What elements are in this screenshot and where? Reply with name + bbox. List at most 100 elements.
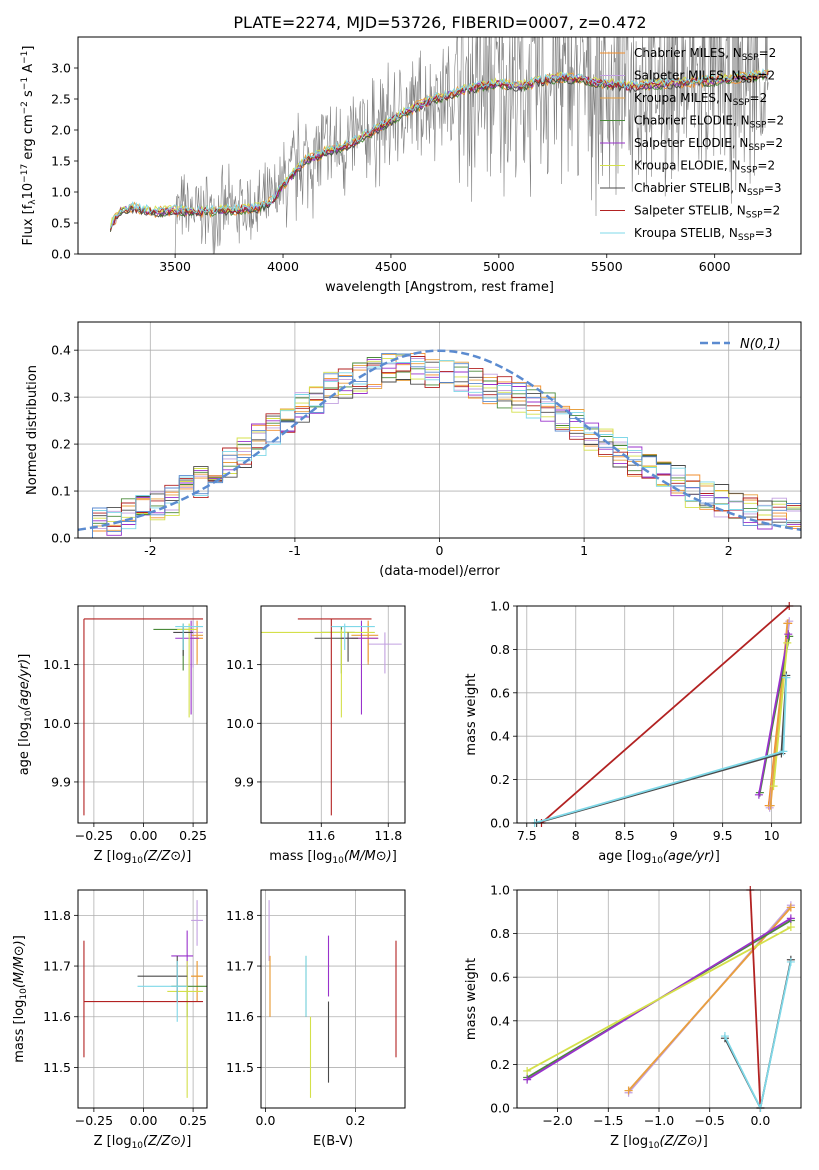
- x-tick-label: 5500: [591, 259, 623, 274]
- y-tick-label: 0.1: [51, 484, 71, 499]
- x-tick-label: 11.8: [374, 828, 402, 843]
- x-tick-label: 6000: [699, 259, 731, 274]
- x-tick-label: 1: [580, 543, 588, 558]
- y-tick-label: 10.0: [43, 716, 71, 731]
- x-tick-label: −0.25: [75, 828, 113, 843]
- figure-title: PLATE=2274, MJD=53726, FIBERID=0007, z=0…: [233, 13, 646, 32]
- x-tick-label: 10: [764, 828, 780, 843]
- x-tick-label: 0.0: [750, 1113, 770, 1128]
- weight-marker-kroupa-stelib: [720, 1032, 729, 1041]
- x-tick-label: 8.5: [615, 828, 635, 843]
- weight-vs-metallicity-panel: −2.0 −1.5 −1.0 −0.5 0.0 0.0 0.2 0.4 0.6 0.8 1.0 Z […: [464, 883, 802, 1151]
- x-tick-label: 8: [572, 828, 580, 843]
- y-tick-label: 0.3: [51, 390, 71, 405]
- axes-frame: [77, 321, 802, 539]
- y-tick-label: 1.0: [490, 599, 510, 614]
- weight-marker-salpeter-elodie: [784, 630, 793, 639]
- y-tick-label: 1.0: [51, 185, 71, 200]
- axes-frame: [516, 605, 802, 824]
- y-tick-label: 0.0: [51, 531, 71, 546]
- x-tick-label: 0.2: [346, 1113, 366, 1128]
- x-tick-label: 7.5: [517, 828, 537, 843]
- y-tick-label: 10.1: [43, 657, 71, 672]
- x-tick-label: 4000: [267, 259, 299, 274]
- weight-line-kroupa-elodie: [526, 926, 792, 1072]
- x-tick-label: −0.5: [695, 1113, 725, 1128]
- y-tick-label: 10.1: [226, 657, 254, 672]
- weight-marker-kroupa-stelib: [786, 957, 795, 966]
- y-tick-label: 0.6: [490, 970, 510, 985]
- weight-marker-kroupa-miles: [783, 619, 792, 628]
- y-tick-label: 11.7: [226, 959, 254, 974]
- x-tick-label: −0.25: [75, 1113, 113, 1128]
- axes-frame: [260, 605, 406, 824]
- mass-vs-extinction-panel: 0.0 0.2 11.5 11.6 11.7 11.8 E(B-V): [226, 889, 406, 1149]
- y-tick-label: 0.0: [490, 816, 510, 831]
- y-tick-label: 0.5: [51, 216, 71, 231]
- x-axis-label: (data-model)/error: [379, 564, 500, 579]
- x-tick-label: 11.6: [307, 828, 335, 843]
- legend-label-kroupa-stelib: Kroupa STELIB, NSSP=3: [634, 226, 772, 243]
- model-line-kroupa-stelib: [109, 68, 769, 229]
- x-tick-label: 9: [670, 828, 678, 843]
- legend-label-kroupa-elodie: Kroupa ELODIE, NSSP=2: [634, 159, 775, 176]
- x-axis-label: Z [log10(Z/Z⊙)]: [610, 1134, 708, 1151]
- axes-frame: [77, 36, 802, 255]
- x-tick-label: -1: [289, 543, 301, 558]
- y-tick-label: 11.8: [43, 908, 71, 923]
- x-axis-label: age [log10(age/yr)]: [598, 849, 720, 866]
- x-axis-label: wavelength [Angstrom, rest frame]: [325, 280, 554, 295]
- legend-label-salpeter-miles: Salpeter MILES, NSSP=2: [634, 69, 775, 86]
- weight-line-salpeter-stelib: [540, 606, 790, 823]
- x-tick-label: 2: [725, 543, 733, 558]
- age-vs-metallicity-panel: −0.25 0.00 0.25 9.9 10.0 10.1 Z [log10(Z/Z⊙)] a…: [17, 605, 208, 866]
- weight-marker-kroupa-miles: [786, 903, 795, 912]
- weight-marker-salpeter-elodie: [754, 790, 763, 799]
- axes-frame: [77, 889, 208, 1109]
- y-tick-label: 11.6: [43, 1009, 71, 1024]
- mass-vs-metallicity-panel: −0.25 0.00 0.25 11.5 11.6 11.7 11.8 Z [log10(Z/…: [12, 889, 208, 1151]
- x-tick-label: 0.25: [179, 1113, 207, 1128]
- legend-label-salpeter-stelib: Salpeter STELIB, NSSP=2: [634, 204, 780, 221]
- weight-line-salpeter-elodie: [758, 634, 790, 795]
- age-vs-mass-panel: 11.6 11.8 9.9 10.0 10.1 mass [log10(M/M⊙)]: [226, 605, 406, 866]
- x-axis-label: mass [log10(M/M⊙)]: [269, 849, 397, 866]
- y-tick-label: 10.0: [226, 716, 254, 731]
- legend-label-chabrier-miles: Chabrier MILES, NSSP=2: [634, 46, 776, 63]
- y-tick-label: 1.0: [490, 883, 510, 898]
- y-tick-label: 0.2: [490, 772, 510, 787]
- weight-marker-kroupa-elodie: [523, 1066, 532, 1075]
- x-tick-label: −1.5: [593, 1113, 623, 1128]
- y-tick-label: 0.8: [490, 926, 510, 941]
- x-tick-label: −1.0: [644, 1113, 674, 1128]
- x-tick-label: 0.25: [179, 828, 207, 843]
- y-tick-label: 0.0: [490, 1101, 510, 1116]
- y-tick-label: 0.2: [490, 1057, 510, 1072]
- x-tick-label: 0.00: [130, 828, 158, 843]
- x-tick-label: 3500: [159, 259, 191, 274]
- weight-marker-kroupa-elodie: [786, 923, 795, 932]
- weight-line-kroupa-miles: [627, 906, 792, 1092]
- weight-marker-kroupa-elodie: [769, 782, 778, 791]
- y-axis-label: mass [log10(M/M⊙)]: [12, 935, 29, 1063]
- x-tick-label: 4500: [375, 259, 407, 274]
- x-axis-label: E(B-V): [313, 1134, 353, 1149]
- weight-marker-salpeter-elodie: [786, 914, 795, 923]
- x-tick-label: 0: [436, 543, 444, 558]
- y-tick-label: 0.6: [490, 685, 510, 700]
- y-tick-label: 0.0: [51, 247, 71, 262]
- weight-marker-kroupa-elodie: [783, 638, 792, 647]
- x-tick-label: −2.0: [542, 1113, 572, 1128]
- y-tick-label: 0.4: [490, 1013, 510, 1028]
- x-tick-label: 0.0: [256, 1113, 276, 1128]
- weight-marker-kroupa-stelib: [779, 747, 788, 756]
- normal-curve: [77, 349, 802, 532]
- x-tick-label: 0.00: [130, 1113, 158, 1128]
- y-tick-label: 1.5: [51, 154, 71, 169]
- axes-frame: [516, 889, 802, 1109]
- y-tick-label: 11.5: [226, 1060, 254, 1075]
- x-tick-label: -2: [144, 543, 156, 558]
- legend-label-normal: N(0,1): [740, 337, 781, 352]
- y-tick-label: 11.6: [226, 1009, 254, 1024]
